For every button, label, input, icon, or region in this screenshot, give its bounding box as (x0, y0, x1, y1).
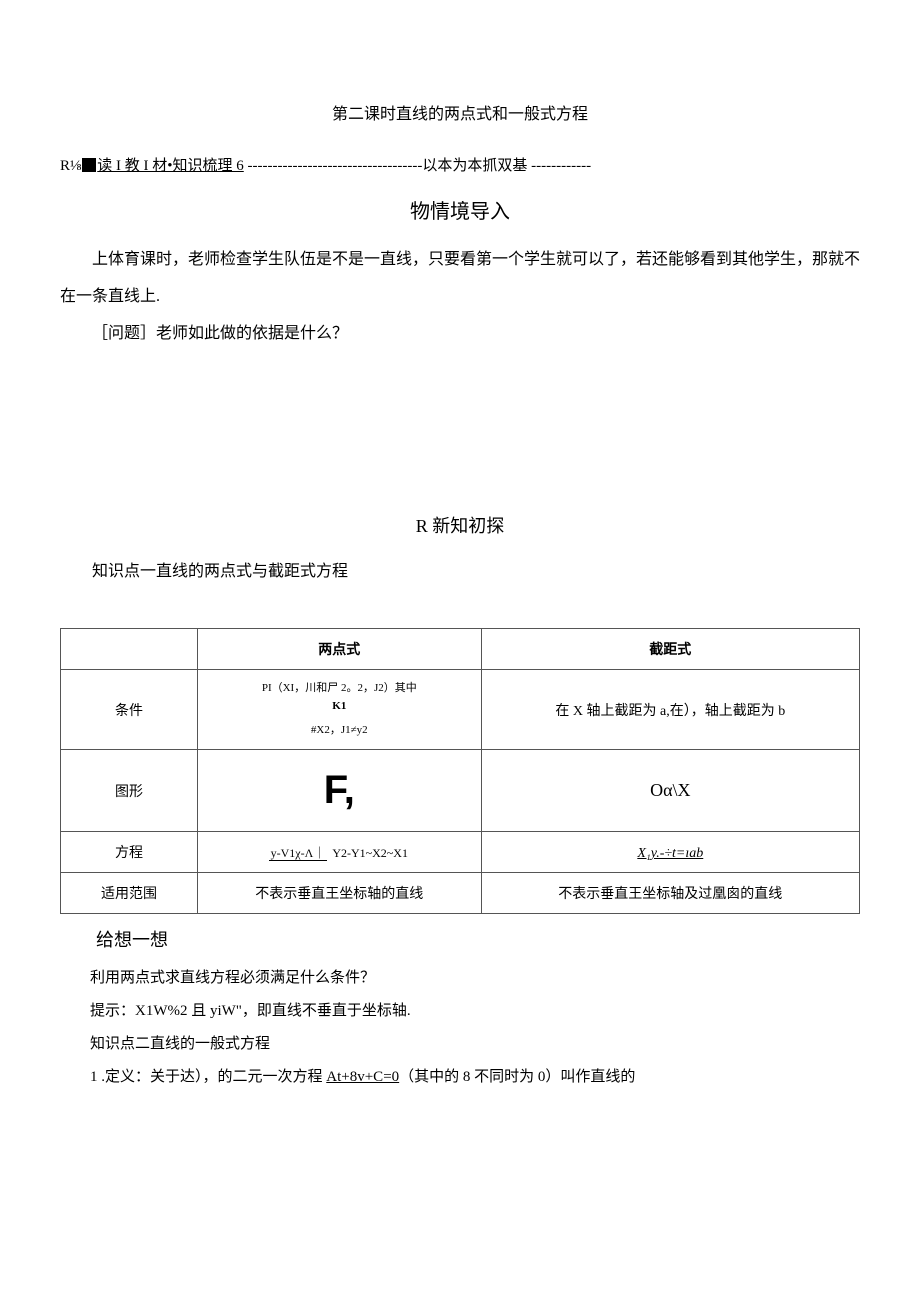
range-intercept: 不表示垂直王坐标轴及过凰囪的直线 (481, 873, 859, 914)
context-heading: 物情境导入 (60, 195, 860, 224)
knowledge-point-2: 知识点二直线的一般式方程 (60, 1028, 860, 1061)
document-page: 第二课时直线的两点式和一般式方程 R⅛ 读 I 教 I 材•知识梳理 6 ----… (0, 0, 920, 1154)
divider-dashes-1: ----------------------------------- (248, 158, 423, 174)
def-equation: At+8v+C=0 (326, 1069, 399, 1085)
label-range: 适用范围 (61, 873, 198, 914)
cond-tp-line3: #X2，J1≠y2 (206, 722, 473, 740)
explore-heading: R 新知初探 (60, 512, 860, 538)
header-blank (61, 629, 198, 670)
header-two-point: 两点式 (198, 629, 482, 670)
cond-intercept: 在 X 轴上截距为 a,在），轴上截距为 b (481, 670, 859, 750)
eq-tp-bot: Y2-Y1~X2~X1 (330, 846, 410, 860)
eq-two-point: y-V1χ-Λ｜ Y2-Y1~X2~X1 (198, 832, 482, 873)
blank-space (60, 352, 860, 502)
eq-tp-top: y-V1χ-Λ｜ (269, 846, 328, 861)
label-condition: 条件 (61, 670, 198, 750)
range-two-point: 不表示垂直王坐标轴的直线 (198, 873, 482, 914)
think-hint: 提示：X1W%2 且 yiW"，即直线不垂直于坐标轴. (60, 995, 860, 1028)
def-suffix: （其中的 8 不同时为 0）叫作直线的 (399, 1069, 635, 1085)
cond-two-point: PI（XI，川和尸 2。2，J2）其中 K1 #X2，J1≠y2 (198, 670, 482, 750)
knowledge-point-1: 知识点一直线的两点式与截距式方程 (60, 556, 860, 588)
header-intercept: 截距式 (481, 629, 859, 670)
label-figure: 图形 (61, 750, 198, 832)
row-figure: 图形 F, Oα\X (61, 750, 860, 832)
figure-two-point: F, (198, 750, 482, 832)
cond-tp-line1: PI（XI，川和尸 2。2，J2）其中 (206, 680, 473, 698)
divider-tail: 以本为本抓双基 (422, 158, 527, 174)
think-question: 利用两点式求直线方程必须满足什么条件？ (60, 962, 860, 995)
lesson-title: 第二课时直线的两点式和一般式方程 (60, 100, 860, 124)
think-heading: 给想一想 (60, 926, 860, 952)
row-condition: 条件 PI（XI，川和尸 2。2，J2）其中 K1 #X2，J1≠y2 在 X … (61, 670, 860, 750)
divider-mid: 读 I 教 I 材•知识梳理 6 (97, 158, 244, 174)
table-header-row: 两点式 截距式 (61, 629, 860, 670)
row-equation: 方程 y-V1χ-Λ｜ Y2-Y1~X2~X1 X₁y.-÷t=ıab (61, 832, 860, 873)
figure-intercept: Oα\X (481, 750, 859, 832)
divider-dashes-2: ------------ (531, 158, 591, 174)
context-paragraph-1: 上体育课时，老师检查学生队伍是不是一直线，只要看第一个学生就可以了，若还能够看到… (60, 242, 860, 316)
eq-intercept-text: X₁y.-÷t=ıab (637, 846, 703, 861)
label-equation: 方程 (61, 832, 198, 873)
row-range: 适用范围 不表示垂直王坐标轴的直线 不表示垂直王坐标轴及过凰囪的直线 (61, 873, 860, 914)
context-question: ［问题］老师如此做的依据是什么？ (60, 316, 860, 353)
cond-tp-line2: K1 (206, 698, 473, 716)
eq-intercept: X₁y.-÷t=ıab (481, 832, 859, 873)
black-square-icon (82, 158, 96, 172)
equation-forms-table: 两点式 截距式 条件 PI（XI，川和尸 2。2，J2）其中 K1 #X2，J1… (60, 628, 860, 914)
divider-prefix: R⅛ (60, 158, 81, 174)
definition-line: 1 .定义：关于达），的二元一次方程 At+8v+C=0（其中的 8 不同时为 … (60, 1061, 860, 1094)
section-divider: R⅛读 I 教 I 材•知识梳理 6 ---------------------… (60, 154, 860, 175)
def-prefix: 1 .定义：关于达），的二元一次方程 (90, 1069, 326, 1085)
